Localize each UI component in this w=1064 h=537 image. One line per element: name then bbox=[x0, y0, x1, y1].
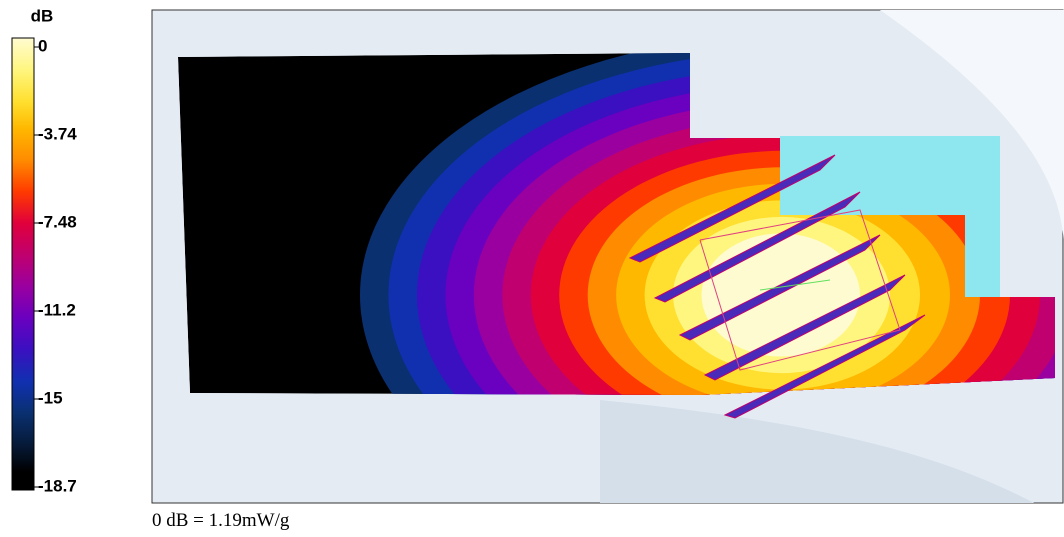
colorbar-tick-label: 0 bbox=[38, 36, 47, 55]
colorbar-tick-label: -15 bbox=[38, 388, 63, 407]
antenna bbox=[628, 154, 926, 419]
colorbar-tick-label: -3.74 bbox=[38, 124, 77, 143]
colorbar-unit: dB bbox=[31, 6, 54, 25]
colorbar-tick-label: -7.48 bbox=[38, 212, 77, 231]
caption: 0 dB = 1.19mW/g bbox=[152, 510, 290, 531]
colorbar-tick-label: -18.7 bbox=[38, 476, 77, 495]
colorbar-tick-label: -11.2 bbox=[38, 300, 76, 319]
colorbar bbox=[11, 37, 35, 491]
